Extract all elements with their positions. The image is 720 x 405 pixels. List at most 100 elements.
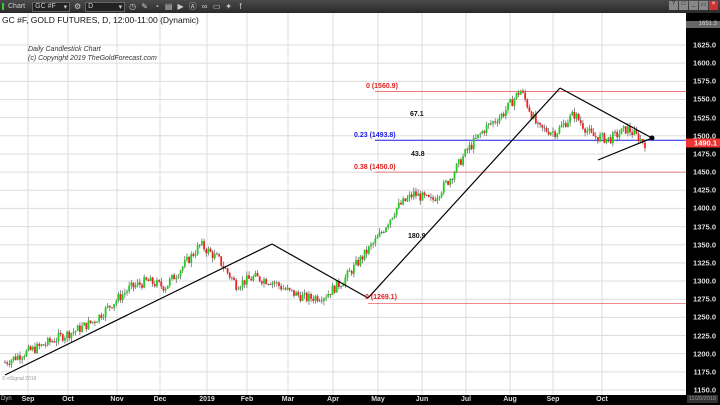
chart-title: GC #F, GOLD FUTURES, D, 12:00-11:00 (Dyn…: [2, 15, 199, 25]
candle-body: [348, 270, 351, 272]
candle-body: [517, 92, 520, 95]
candle-body: [248, 275, 250, 279]
candle-body: [314, 296, 317, 301]
study-icon[interactable]: ▤: [164, 2, 173, 11]
symbol-select[interactable]: GC #F ▾: [32, 1, 71, 12]
clock-icon[interactable]: ◷: [129, 2, 137, 11]
link-icon[interactable]: ∞: [201, 2, 208, 11]
candle-body: [288, 287, 291, 290]
candle-body: [207, 248, 210, 254]
price-chart: [0, 13, 686, 395]
maximize-button[interactable]: ▭: [699, 1, 708, 10]
candle-body: [365, 249, 368, 254]
candle-body: [357, 260, 360, 266]
close-button[interactable]: ×: [709, 1, 718, 10]
candle-body: [40, 344, 43, 346]
candle-body: [453, 172, 456, 180]
candle-body: [267, 283, 270, 285]
candle-body: [245, 275, 248, 285]
chart-plot-area[interactable]: [0, 13, 686, 395]
candle-body: [552, 131, 554, 133]
candle-body: [203, 241, 205, 250]
candle-body: [275, 282, 278, 284]
candle-body: [592, 132, 595, 137]
interval-select[interactable]: D ▾: [85, 1, 126, 12]
chart-tab[interactable]: Chart: [2, 3, 29, 10]
candle-body: [162, 286, 165, 291]
candle-body: [134, 285, 137, 288]
candle-body: [44, 344, 47, 346]
candle-body: [449, 179, 452, 185]
candle-body: [136, 282, 139, 286]
x-tick-label: Mar: [281, 396, 295, 403]
candle-body: [53, 341, 56, 343]
candle-body: [442, 182, 445, 193]
candle-body: [89, 320, 92, 323]
candle-body: [81, 325, 83, 332]
candle-body: [111, 307, 113, 309]
candle-body: [614, 131, 616, 133]
y-tick-label: 1250.0: [693, 312, 716, 322]
play-icon[interactable]: ▶: [177, 2, 184, 11]
candle-body: [618, 134, 621, 138]
candle-body: [252, 276, 255, 281]
facebook-icon[interactable]: f: [239, 2, 242, 11]
candle-body: [241, 280, 244, 288]
comment-icon[interactable]: ▭: [212, 2, 221, 11]
candle-body: [554, 131, 557, 137]
candle-body: [352, 264, 355, 274]
candle-body: [485, 125, 488, 133]
price-axis[interactable]: 1625.0 1600.0 1575.0 1550.0 1525.0 1500.0 1475…: [686, 13, 720, 395]
candle-body: [494, 121, 497, 123]
fib-label-023: 0.23 (1493.8): [354, 132, 396, 139]
candle-body: [372, 243, 375, 245]
candle-body: [310, 294, 312, 299]
candle-body: [629, 126, 631, 133]
candle-body: [87, 320, 90, 330]
candle-body: [363, 249, 366, 260]
candle-body: [316, 296, 319, 301]
candle-body: [370, 244, 372, 247]
candle-body: [342, 284, 345, 287]
y-tick-label: 1150.0: [693, 385, 716, 395]
candle-body: [588, 128, 591, 131]
candle-body: [445, 180, 447, 183]
candle-body: [243, 280, 246, 285]
minimize-button[interactable]: _: [689, 1, 698, 10]
chart-note: Daily Candlestick Chart: [28, 46, 101, 53]
candle-body: [290, 289, 293, 291]
candle-body: [440, 192, 443, 197]
x-tick-label: Oct: [596, 396, 608, 403]
candle-body: [507, 102, 509, 111]
candle-body: [96, 321, 98, 323]
candle-body: [534, 113, 537, 124]
candle-body: [72, 331, 75, 333]
gear-icon[interactable]: ⚙: [74, 2, 82, 11]
candle-body: [460, 159, 462, 165]
candle-body: [49, 338, 51, 342]
y-tick-label: 1525.0: [693, 113, 716, 123]
axis-mode[interactable]: Dyn: [1, 396, 12, 402]
candle-body: [558, 127, 561, 134]
candle-body: [196, 245, 199, 255]
candle-body: [31, 346, 34, 350]
time-axis[interactable]: Dyn 11/20/2019 Sep Oct Nov Dec 2019 Feb Mar Apr…: [0, 395, 720, 405]
candle-body: [239, 287, 242, 289]
x-tick-label: May: [371, 396, 385, 403]
draw-icon[interactable]: ◔: [154, 2, 160, 11]
candle-body: [498, 117, 501, 123]
candle-body: [228, 272, 231, 278]
twitter-icon[interactable]: ✦: [225, 2, 232, 11]
restore-button[interactable]: □: [679, 1, 688, 10]
candle-body: [216, 253, 218, 255]
pencil-icon[interactable]: ✎: [141, 2, 148, 11]
y-tick-label: 1575.0: [693, 76, 716, 86]
candle-body: [582, 123, 584, 129]
alert-icon[interactable]: Ⓐ: [188, 2, 197, 11]
candle-body: [59, 332, 62, 335]
candle-body: [141, 284, 143, 288]
candle-body: [177, 276, 180, 278]
x-tick-label: Sep: [546, 396, 560, 403]
candle-body: [220, 256, 223, 266]
help-button[interactable]: ?: [669, 1, 678, 10]
